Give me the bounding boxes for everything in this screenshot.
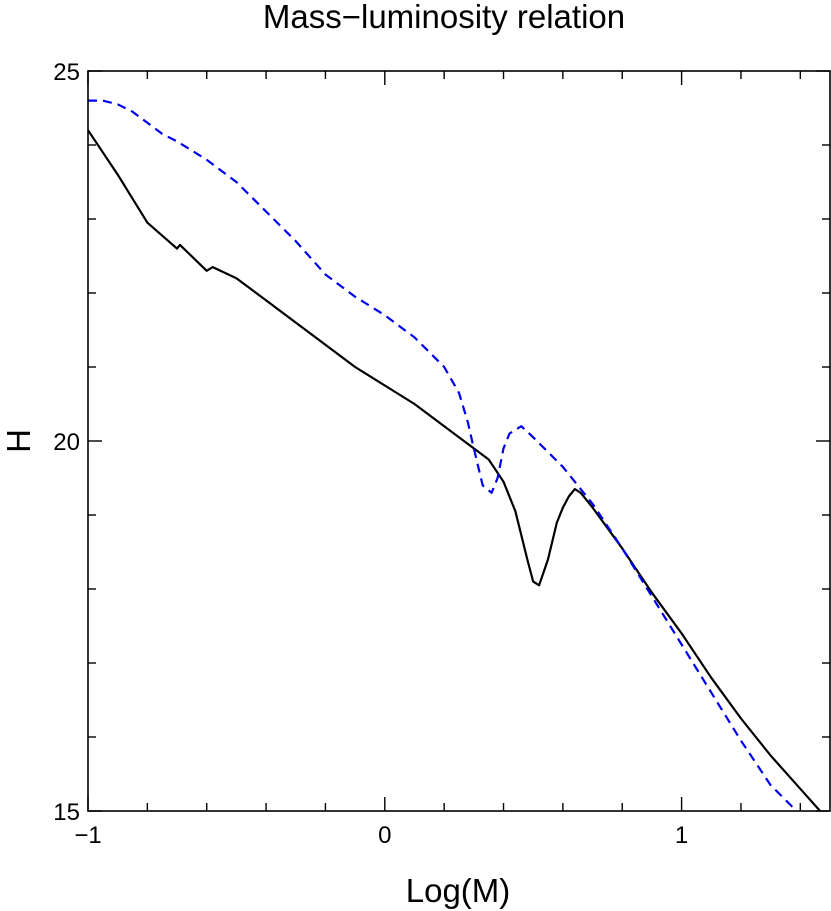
ticks-layer: −1 0 1 15 20 25 [53,59,830,849]
y-tick-label: 25 [53,59,80,86]
x-tick-label: 1 [675,822,688,849]
y-tick-label: 15 [53,799,80,826]
x-axis-label: Log(M) [406,872,511,909]
plot-frame [87,70,831,812]
series-layer [88,99,822,811]
x-tick-label: −1 [74,822,101,849]
series-line-dashed [88,99,799,811]
y-axis-label: H [0,429,37,453]
series-line-solid [88,129,822,811]
x-tick-label: 0 [378,822,391,849]
chart-title: Mass−luminosity relation [263,0,625,35]
y-tick-label: 20 [53,429,80,456]
